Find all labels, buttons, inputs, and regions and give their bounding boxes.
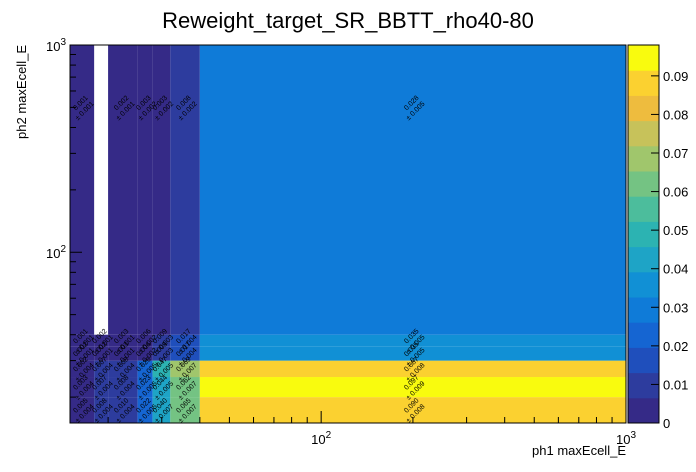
heatmap-cell	[199, 334, 626, 347]
heatmap-cell	[152, 360, 171, 378]
heatmap-cell	[94, 346, 109, 361]
heatmap-cell	[137, 397, 153, 423]
heatmap-cell	[94, 377, 109, 398]
heatmap-cell	[108, 45, 138, 335]
palette-tick-label: 0.04	[663, 262, 688, 277]
heatmap-cell	[94, 334, 109, 347]
palette-swatch	[628, 120, 659, 147]
heatmap-cell	[199, 346, 626, 361]
heatmap-cell	[199, 45, 626, 335]
palette-tick-label: 0.01	[663, 377, 688, 392]
plot-frame	[69, 44, 627, 424]
palette-swatch	[628, 297, 659, 323]
color-palette: 0 0.01 0.02 0.03 0.04 0.05 0.06 0.07 0.08 0.09	[627, 44, 688, 431]
heatmap-cell	[137, 377, 153, 398]
palette-swatch	[628, 171, 659, 197]
palette-tick-label: 0.07	[663, 146, 688, 161]
palette-swatch	[628, 95, 659, 122]
chart-title: Reweight_target_SR_BBTT_rho40-80	[162, 8, 534, 33]
heatmap-cell	[70, 397, 95, 423]
x-axis: 102 103	[107, 411, 636, 447]
palette-swatch	[628, 70, 659, 96]
y-tick-label: 103	[46, 37, 66, 54]
heatmap-cell	[199, 360, 626, 378]
heatmap-cell	[70, 377, 95, 398]
palette-swatch	[628, 246, 659, 273]
heatmap-cell	[94, 360, 109, 378]
palette-tick-label: 0.03	[663, 300, 688, 315]
palette-tick-label: 0.02	[663, 339, 688, 354]
heatmap-cell	[170, 397, 200, 423]
heatmap-cells	[70, 45, 626, 423]
heatmap-cell	[170, 334, 200, 347]
heatmap-cell	[170, 346, 200, 361]
y-axis-label: ph2 maxEcell_E	[14, 45, 29, 139]
heatmap-cell	[70, 346, 95, 361]
heatmap-cell	[170, 377, 200, 398]
palette-tick-label: 0	[663, 416, 670, 431]
palette-swatch	[628, 45, 659, 71]
heatmap-cell	[152, 45, 171, 335]
palette-tick-label: 0.05	[663, 223, 688, 238]
heatmap-cell	[137, 360, 153, 378]
heatmap-cell	[137, 346, 153, 361]
x-axis-label: ph1 maxEcell_E	[532, 443, 626, 458]
x-tick-label: 102	[311, 430, 331, 447]
palette-tick-label: 0.08	[663, 107, 688, 122]
heatmap-cell	[108, 377, 138, 398]
heatmap-cell	[170, 360, 200, 378]
heatmap-cell	[108, 397, 138, 423]
heatmap-cell	[137, 45, 153, 335]
heatmap-cell	[70, 360, 95, 378]
y-axis: 102 103	[46, 37, 82, 398]
heatmap-cell	[152, 397, 171, 423]
heatmap-cell	[152, 334, 171, 347]
x-tick-label: 103	[616, 430, 636, 447]
palette-swatch	[628, 196, 659, 222]
palette-swatch	[628, 271, 659, 298]
heatmap-cell	[70, 334, 95, 347]
palette-swatch	[628, 347, 659, 374]
palette-swatch	[628, 372, 659, 399]
heatmap-cell	[108, 334, 138, 347]
heatmap-cell	[152, 377, 171, 398]
heatmap-cell	[199, 377, 626, 398]
heatmap-cell	[108, 346, 138, 361]
palette-tick-label: 0.09	[663, 69, 688, 84]
palette-tick-label: 0.06	[663, 185, 688, 200]
palette-swatch	[628, 397, 659, 424]
palette-swatch	[628, 145, 659, 172]
y-tick-label: 102	[46, 244, 66, 261]
heatmap-cell	[94, 397, 109, 423]
heatmap-cell	[170, 45, 200, 335]
heatmap-cell	[108, 360, 138, 378]
heatmap-cell	[137, 334, 153, 347]
palette-swatch	[628, 322, 659, 348]
palette-frame	[627, 44, 660, 424]
heatmap-cell	[152, 346, 171, 361]
palette-swatch	[628, 221, 659, 248]
